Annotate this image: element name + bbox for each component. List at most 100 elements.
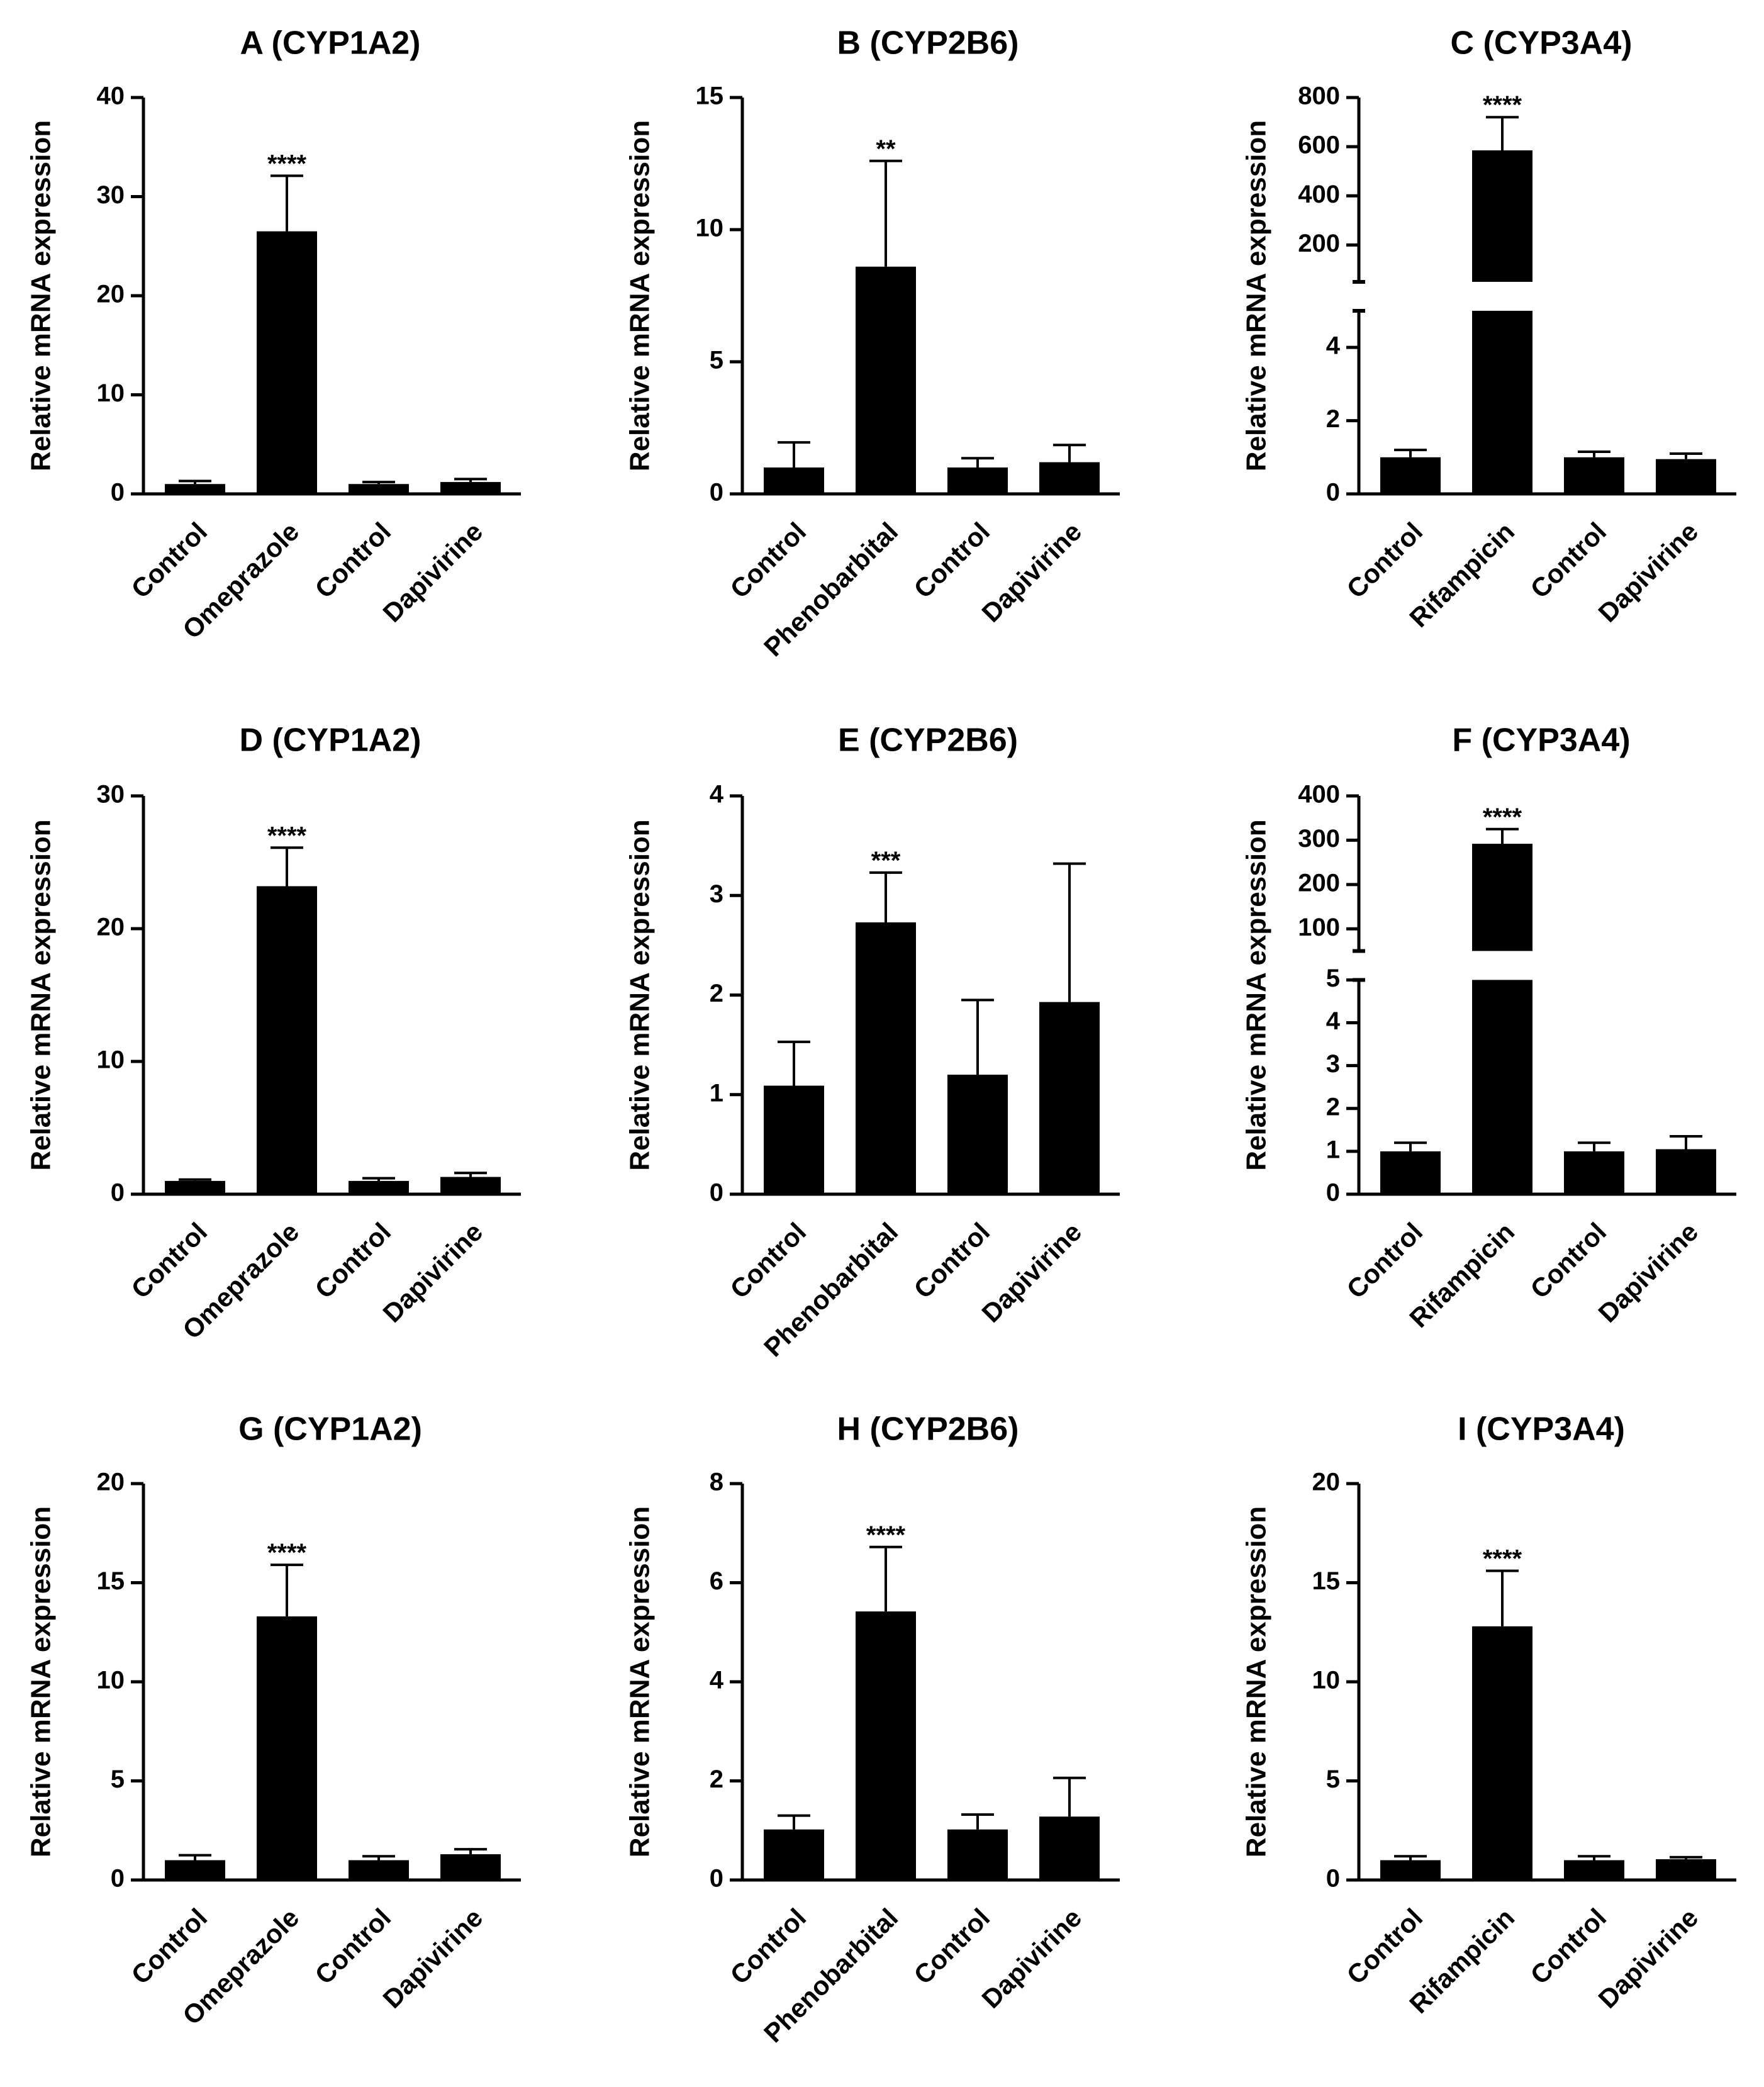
y-tick-label: 20 <box>97 1469 125 1496</box>
y-tick-label: 2 <box>710 1765 723 1793</box>
y-tick-label: 0 <box>710 1179 723 1207</box>
y-tick-label: 6 <box>710 1567 723 1595</box>
category-label: Control <box>1341 517 1428 604</box>
y-tick-label: 3 <box>710 880 723 908</box>
bar <box>1656 459 1716 494</box>
panel-a: A (CYP1A2) Relative mRNA expression 0 10 20 3… <box>26 25 521 644</box>
y-tick-label: 600 <box>1298 131 1340 159</box>
category-label: Control <box>309 1903 396 1990</box>
significance-marker: **** <box>267 822 307 849</box>
significance-marker: **** <box>1483 91 1522 119</box>
panel-i: I (CYP3A4) Relative mRNA expression 0 5 10 15… <box>1241 1411 1736 2019</box>
bar <box>165 484 225 494</box>
y-tick-label: 200 <box>1298 230 1340 257</box>
category-label: Control <box>1341 1903 1428 1990</box>
bar <box>440 1854 501 1880</box>
significance-marker: **** <box>267 1539 307 1567</box>
bar <box>257 231 317 494</box>
category-label: Control <box>125 517 213 604</box>
category-label: Control <box>908 517 995 604</box>
bar <box>1039 1816 1100 1880</box>
category-label: Control <box>125 1903 213 1990</box>
bar <box>257 1616 317 1880</box>
y-tick-label: 1 <box>1326 1136 1340 1163</box>
panel-title: D (CYP1A2) <box>240 722 421 759</box>
y-axis-label: Relative mRNA expression <box>625 1506 656 1857</box>
category-label: Control <box>908 1217 995 1304</box>
y-tick-label: 2 <box>1326 1093 1340 1121</box>
bar <box>257 886 317 1194</box>
y-tick-label: 5 <box>111 1765 125 1793</box>
y-tick-label: 300 <box>1298 825 1340 853</box>
panel-title: C (CYP3A4) <box>1451 25 1633 62</box>
y-tick-label: 10 <box>97 1667 125 1694</box>
y-tick-label: 20 <box>97 281 125 308</box>
bar <box>1656 1859 1716 1880</box>
y-axis-label: Relative mRNA expression <box>1241 120 1272 471</box>
panel-title: G (CYP1A2) <box>238 1411 422 1448</box>
panel-c: C (CYP3A4) Relative mRNA expression 0 2 4 200… <box>1241 25 1736 633</box>
y-tick-label: 4 <box>710 781 724 809</box>
y-tick-label: 8 <box>710 1469 723 1496</box>
category-label: Control <box>309 1217 396 1304</box>
bar <box>856 266 916 494</box>
y-tick-label: 3 <box>1326 1050 1340 1078</box>
category-label: Dapivirine <box>976 1903 1087 2014</box>
y-tick-label: 2 <box>1326 405 1340 433</box>
y-axis-label: Relative mRNA expression <box>26 1506 57 1857</box>
category-label: Dapivirine <box>1592 1217 1704 1328</box>
y-tick-label: 30 <box>97 181 125 209</box>
y-tick-label: 0 <box>111 1865 125 1893</box>
y-tick-label: 4 <box>710 1667 724 1694</box>
y-tick-label: 10 <box>696 215 724 242</box>
bar <box>764 467 824 494</box>
category-label: Control <box>724 1217 812 1304</box>
category-label: Dapivirine <box>1592 517 1704 628</box>
y-tick-label: 2 <box>710 980 723 1007</box>
bar <box>764 1829 824 1880</box>
y-tick-label: 0 <box>111 479 125 506</box>
y-tick-label: 0 <box>1326 1179 1340 1207</box>
y-tick-label: 15 <box>1312 1567 1341 1595</box>
panel-d: D (CYP1A2) Relative mRNA expression 0 10 20 3… <box>26 722 521 1345</box>
y-tick-label: 0 <box>710 1865 723 1893</box>
y-tick-label: 0 <box>111 1179 125 1207</box>
category-label: Control <box>1524 1903 1612 1990</box>
bar <box>1039 1002 1100 1194</box>
panel-title: F (CYP3A4) <box>1452 722 1630 759</box>
y-tick-label: 4 <box>1326 1007 1341 1035</box>
panel-f: F (CYP3A4) Relative mRNA expression 0 1 2 3 4 5… <box>1241 722 1736 1333</box>
y-tick-label: 0 <box>1326 479 1340 506</box>
bar <box>1380 1151 1441 1194</box>
category-label: Control <box>1524 517 1612 604</box>
bar <box>349 1180 409 1194</box>
category-label: Dapivirine <box>976 1217 1087 1328</box>
y-tick-label: 400 <box>1298 181 1340 208</box>
bar <box>440 1177 501 1194</box>
bar <box>440 482 501 494</box>
category-label: Control <box>1341 1217 1428 1304</box>
bar <box>764 1085 824 1194</box>
bar-lower-segment <box>1472 310 1532 494</box>
y-tick-label: 100 <box>1298 914 1340 941</box>
bar-upper-segment <box>1472 150 1532 282</box>
significance-marker: **** <box>866 1521 906 1549</box>
category-label: Control <box>724 1903 812 1990</box>
y-tick-label: 30 <box>97 781 125 809</box>
significance-marker: **** <box>1483 1545 1522 1573</box>
category-label: Dapivirine <box>1592 1903 1704 2014</box>
y-tick-label: 40 <box>97 82 125 110</box>
y-axis-label: Relative mRNA expression <box>26 819 57 1170</box>
bar-upper-segment <box>1472 844 1532 951</box>
panel-title: E (CYP2B6) <box>838 722 1018 759</box>
y-tick-label: 15 <box>696 82 724 110</box>
y-tick-label: 10 <box>1312 1667 1341 1694</box>
category-label: Control <box>908 1903 995 1990</box>
panel-title: B (CYP2B6) <box>837 25 1019 62</box>
category-label: Dapivirine <box>976 517 1087 628</box>
y-tick-label: 800 <box>1298 82 1340 110</box>
panel-g: G (CYP1A2) Relative mRNA expression 0 5 10 15… <box>26 1411 521 2030</box>
bar-lower-segment <box>1472 980 1532 1194</box>
bar <box>1656 1149 1716 1194</box>
category-label: Control <box>125 1217 213 1304</box>
